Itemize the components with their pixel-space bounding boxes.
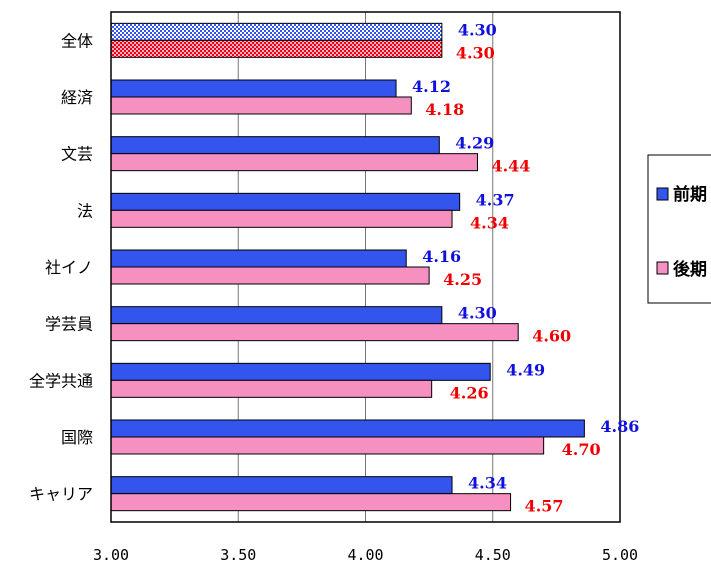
category-label: 国際 bbox=[61, 428, 93, 447]
bar-後期 bbox=[110, 96, 412, 115]
bar-前期 bbox=[110, 192, 461, 211]
x-tick-label: 4.50 bbox=[475, 546, 511, 563]
value-label-前期: 4.37 bbox=[476, 190, 515, 209]
category-label: 学芸員 bbox=[45, 315, 93, 334]
bar-前期 bbox=[110, 419, 585, 438]
bar-後期 bbox=[110, 153, 478, 172]
bar-後期 bbox=[110, 209, 453, 228]
category-label: 文芸 bbox=[61, 145, 93, 164]
value-label-前期: 4.29 bbox=[455, 134, 494, 153]
x-tick-label: 3.50 bbox=[220, 546, 256, 563]
bar-前期 bbox=[110, 476, 453, 495]
value-label-前期: 4.30 bbox=[458, 20, 497, 39]
bar-後期 bbox=[110, 493, 512, 512]
x-tick-label: 3.00 bbox=[93, 546, 129, 563]
value-label-後期: 4.70 bbox=[562, 440, 601, 459]
value-label-後期: 4.44 bbox=[491, 157, 530, 176]
value-label-前期: 4.86 bbox=[600, 417, 639, 436]
value-label-前期: 4.34 bbox=[468, 474, 507, 493]
bar-前期 bbox=[110, 306, 443, 325]
bar-後期 bbox=[110, 39, 443, 58]
value-label-後期: 4.57 bbox=[525, 497, 564, 516]
x-tick-label: 5.00 bbox=[602, 546, 638, 563]
value-label-後期: 4.26 bbox=[450, 383, 489, 402]
value-label-前期: 4.49 bbox=[506, 360, 545, 379]
value-label-前期: 4.30 bbox=[458, 304, 497, 323]
category-label: 社イノ bbox=[45, 258, 93, 277]
bar-後期 bbox=[110, 436, 545, 455]
category-label: 全体 bbox=[61, 31, 93, 50]
value-label-前期: 4.16 bbox=[422, 247, 461, 266]
bar-後期 bbox=[110, 266, 430, 285]
legend: 前期 後期 bbox=[647, 154, 711, 304]
category-label: 経済 bbox=[61, 88, 93, 107]
legend-box bbox=[647, 154, 711, 304]
category-label: キャリア bbox=[29, 485, 93, 504]
x-tick-label: 4.00 bbox=[347, 546, 383, 563]
category-label: 全学共通 bbox=[29, 371, 93, 390]
value-label-後期: 4.18 bbox=[425, 100, 464, 119]
value-label-後期: 4.34 bbox=[470, 213, 509, 232]
value-label-前期: 4.12 bbox=[412, 77, 451, 96]
x-axis-tick-labels: 3.00 3.50 4.00 4.50 5.00 bbox=[93, 546, 638, 563]
bar-前期 bbox=[110, 79, 397, 98]
legend-label-後期: 後期 bbox=[673, 259, 707, 280]
legend-swatch-後期 bbox=[656, 261, 669, 275]
bar-前期 bbox=[110, 22, 443, 41]
value-label-後期: 4.30 bbox=[456, 43, 495, 62]
bar-前期 bbox=[110, 362, 491, 381]
value-label-後期: 4.60 bbox=[532, 327, 571, 346]
bar-前期 bbox=[110, 249, 407, 268]
legend-swatch-前期 bbox=[656, 187, 669, 201]
value-label-後期: 4.25 bbox=[443, 270, 482, 289]
data-labels: 4.30 4.30 4.12 4.18 4.29 4.44 4.37 4.34 4.16 4.25… bbox=[412, 20, 639, 515]
bar-前期 bbox=[110, 136, 440, 155]
legend-label-前期: 前期 bbox=[673, 184, 707, 205]
bar-後期 bbox=[110, 379, 433, 398]
category-label: 法 bbox=[77, 201, 93, 220]
bar-後期 bbox=[110, 323, 519, 342]
plot-frame bbox=[110, 11, 621, 523]
